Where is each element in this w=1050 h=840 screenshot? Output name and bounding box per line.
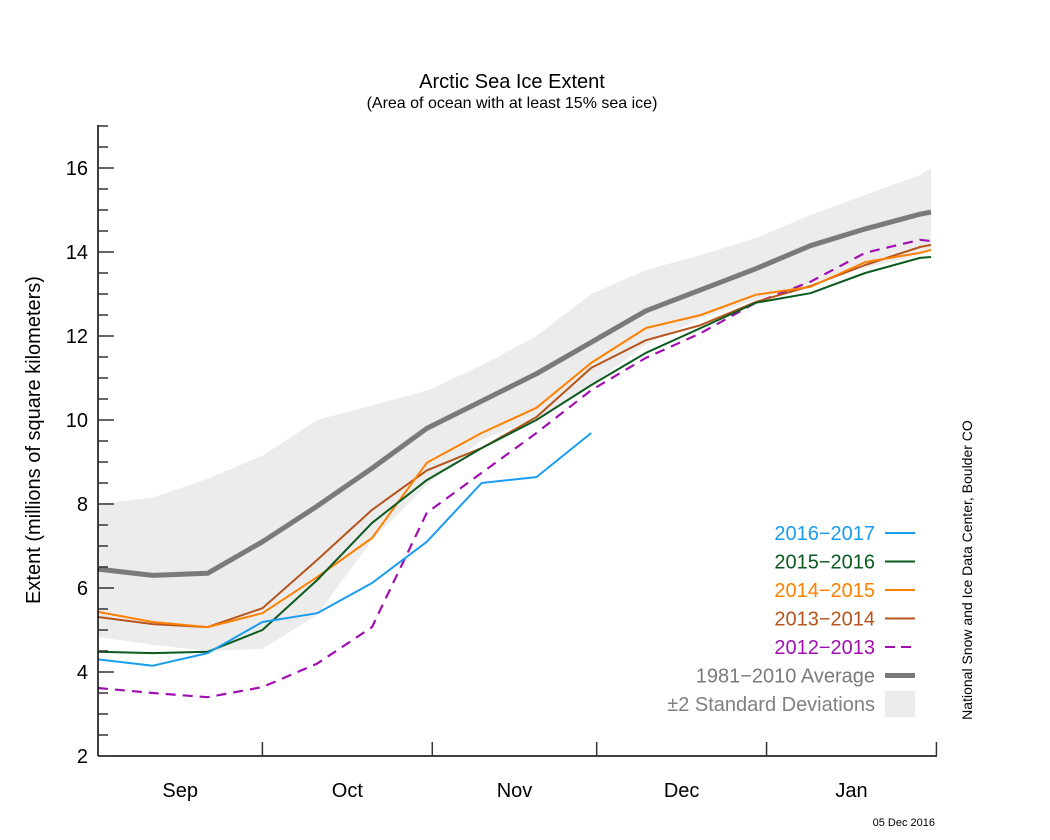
y-tick-label: 4 bbox=[77, 662, 88, 684]
series-line-5 bbox=[97, 209, 932, 578]
legend-label: 2014−2015 bbox=[774, 580, 875, 602]
credit-label: National Snow and Ice Data Center, Bould… bbox=[959, 420, 975, 720]
y-tick-label: 12 bbox=[66, 326, 88, 348]
y-tick-label: 10 bbox=[66, 410, 88, 432]
series-line-0 bbox=[97, 432, 592, 667]
std-dev-band bbox=[98, 168, 931, 651]
y-tick-label: 6 bbox=[77, 578, 88, 600]
y-axis-label: Extent (millions of square kilometers) bbox=[23, 276, 45, 604]
chart-title: Arctic Sea Ice Extent bbox=[419, 71, 605, 93]
month-label: Dec bbox=[664, 780, 700, 802]
month-label: Sep bbox=[162, 780, 198, 802]
date-stamp: 05 Dec 2016 bbox=[873, 817, 935, 829]
month-label: Nov bbox=[497, 780, 533, 802]
series-line-1 bbox=[97, 256, 932, 655]
legend-label: 2013−2014 bbox=[774, 609, 875, 631]
series-line-2 bbox=[97, 248, 932, 629]
y-tick-label: 14 bbox=[66, 242, 88, 264]
month-label: Oct bbox=[332, 780, 364, 802]
legend-label: 2012−2013 bbox=[774, 637, 875, 659]
legend-label: 1981−2010 Average bbox=[696, 666, 875, 688]
chart-subtitle: (Area of ocean with at least 15% sea ice… bbox=[367, 95, 658, 112]
month-label: Jan bbox=[835, 780, 867, 802]
y-tick-label: 8 bbox=[77, 494, 88, 516]
legend-label: ±2 Standard Deviations bbox=[667, 694, 875, 716]
y-tick-label: 2 bbox=[77, 746, 88, 768]
series-line-4 bbox=[97, 238, 932, 699]
legend-swatch bbox=[885, 691, 915, 717]
legend-label: 2015−2016 bbox=[774, 552, 875, 574]
legend-label: 2016−2017 bbox=[774, 523, 875, 545]
y-tick-label: 16 bbox=[66, 158, 88, 180]
